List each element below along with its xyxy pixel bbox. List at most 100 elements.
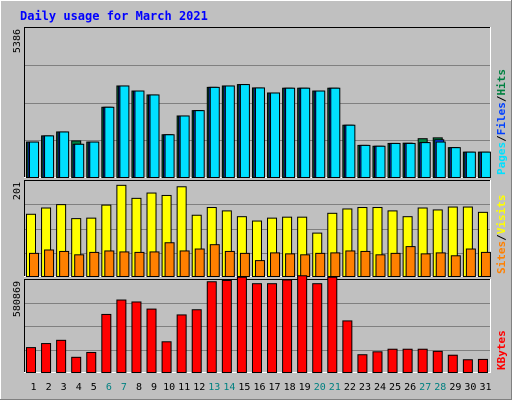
bar-sites-day-10 [164, 242, 175, 278]
legend-separator: / [495, 135, 508, 142]
x-tick-label-day-7: 7 [121, 382, 127, 393]
bar-sites-day-20 [315, 252, 326, 278]
bar-sites-day-30 [465, 248, 476, 277]
bar-pages-day-26 [405, 142, 416, 179]
bar-pages-day-19 [300, 87, 311, 178]
x-tick-label-day-12: 12 [193, 382, 205, 393]
x-tick-label-day-26: 26 [404, 382, 416, 393]
legend-visits: Visits [495, 195, 508, 235]
bar-kbytes-day-25 [387, 348, 398, 373]
panel-legend: KBytes [495, 330, 508, 370]
bar-sites-day-1 [29, 252, 39, 278]
bar-kbytes-day-2 [41, 343, 52, 374]
x-tick-label-day-24: 24 [374, 382, 386, 393]
bar-sites-day-21 [330, 252, 341, 278]
bar-kbytes-day-5 [86, 351, 97, 373]
bar-sites-day-27 [420, 253, 431, 278]
bar-sites-day-9 [149, 251, 160, 277]
bar-kbytes-day-19 [297, 275, 308, 374]
x-tick-label-day-27: 27 [419, 382, 431, 393]
bar-kbytes-day-21 [327, 276, 338, 373]
x-tick-label-day-25: 25 [389, 382, 401, 393]
chart-panels: 5386Pages/Files/Hits201Sites/Visits58086… [12, 27, 508, 374]
x-tick-label-day-10: 10 [163, 382, 175, 393]
bar-kbytes-day-31 [477, 358, 488, 373]
x-tick-label-day-15: 15 [238, 382, 250, 393]
x-tick-label-day-16: 16 [253, 382, 265, 393]
x-tick-label-day-5: 5 [91, 382, 97, 393]
bar-kbytes-day-11 [176, 314, 187, 373]
x-tick-label-day-20: 20 [314, 382, 326, 393]
x-tick-label-day-19: 19 [299, 382, 311, 393]
bar-pages-day-2 [44, 135, 55, 179]
bar-pages-day-1 [29, 141, 39, 179]
y-max-label: 201 [12, 182, 23, 200]
bar-pages-day-7 [119, 85, 130, 178]
bar-kbytes-day-27 [417, 348, 428, 373]
legend-sites: Sites [495, 241, 508, 274]
chart-title: Daily usage for March 2021 [20, 9, 208, 23]
bar-sites-day-22 [345, 250, 356, 278]
bar-kbytes-day-10 [161, 341, 172, 374]
y-max-label: 580869 [12, 281, 23, 317]
bar-pages-day-22 [345, 124, 356, 178]
panel-kbytes: 580869 KBytes [12, 275, 508, 374]
bar-sites-day-14 [224, 250, 235, 277]
bar-sites-day-19 [300, 254, 311, 277]
x-tick-label-day-3: 3 [61, 382, 67, 393]
x-tick-label-day-18: 18 [284, 382, 296, 393]
bar-pages-day-5 [89, 141, 100, 179]
bar-pages-day-24 [375, 145, 386, 178]
bar-sites-day-15 [239, 252, 250, 278]
bar-sites-day-6 [104, 250, 115, 278]
y-max-label: 5386 [12, 29, 23, 53]
bar-kbytes-day-6 [101, 313, 112, 373]
x-tick-label-day-31: 31 [479, 382, 491, 393]
bar-kbytes-day-15 [236, 276, 247, 373]
bar-pages-day-6 [104, 106, 115, 178]
bar-pages-day-13 [209, 86, 220, 178]
x-tick-label-day-28: 28 [434, 382, 446, 393]
x-tick-label-day-4: 4 [76, 382, 82, 393]
bar-pages-day-23 [360, 144, 371, 179]
bar-sites-day-29 [450, 255, 461, 278]
bar-pages-day-25 [390, 142, 401, 179]
legend-separator: / [495, 234, 508, 241]
x-tick-label-day-8: 8 [136, 382, 142, 393]
bar-sites-day-28 [435, 252, 446, 278]
x-tick-label-day-6: 6 [106, 382, 112, 393]
bar-sites-day-4 [74, 254, 85, 277]
bar-kbytes-day-30 [462, 359, 473, 374]
bar-pages-day-16 [254, 87, 265, 178]
x-tick-label-day-23: 23 [359, 382, 371, 393]
bar-kbytes-day-13 [206, 281, 217, 374]
bar-pages-day-8 [134, 90, 145, 178]
bar-kbytes-day-28 [432, 350, 443, 374]
bar-pages-day-14 [224, 85, 235, 178]
bar-sites-day-16 [254, 260, 265, 278]
bar-pages-day-9 [149, 94, 160, 178]
x-tick-label-day-1: 1 [31, 382, 37, 393]
legend-pages: Pages [495, 142, 508, 175]
x-tick-label-day-11: 11 [178, 382, 190, 393]
bar-kbytes-day-24 [372, 351, 383, 373]
bar-pages-day-18 [285, 87, 296, 178]
bar-sites-day-12 [194, 248, 205, 277]
bar-kbytes-day-18 [282, 279, 293, 374]
bar-sites-day-25 [390, 252, 401, 278]
bar-kbytes-day-9 [146, 308, 157, 373]
x-tick-label-day-9: 9 [151, 382, 157, 393]
bar-sites-day-7 [119, 251, 130, 277]
bar-kbytes-day-1 [26, 347, 36, 373]
panel-visits-sites: 201 Sites/Visits [12, 180, 508, 278]
bar-pages-day-31 [480, 151, 491, 178]
bar-kbytes-day-12 [191, 309, 202, 373]
legend-kbytes: KBytes [495, 330, 508, 370]
bar-pages-day-11 [179, 115, 190, 178]
x-tick-label-day-13: 13 [208, 382, 220, 393]
bar-pages-day-15 [239, 84, 250, 178]
bar-sites-day-8 [134, 251, 145, 277]
bar-sites-day-24 [375, 254, 386, 277]
bar-pages-day-27 [420, 142, 431, 178]
